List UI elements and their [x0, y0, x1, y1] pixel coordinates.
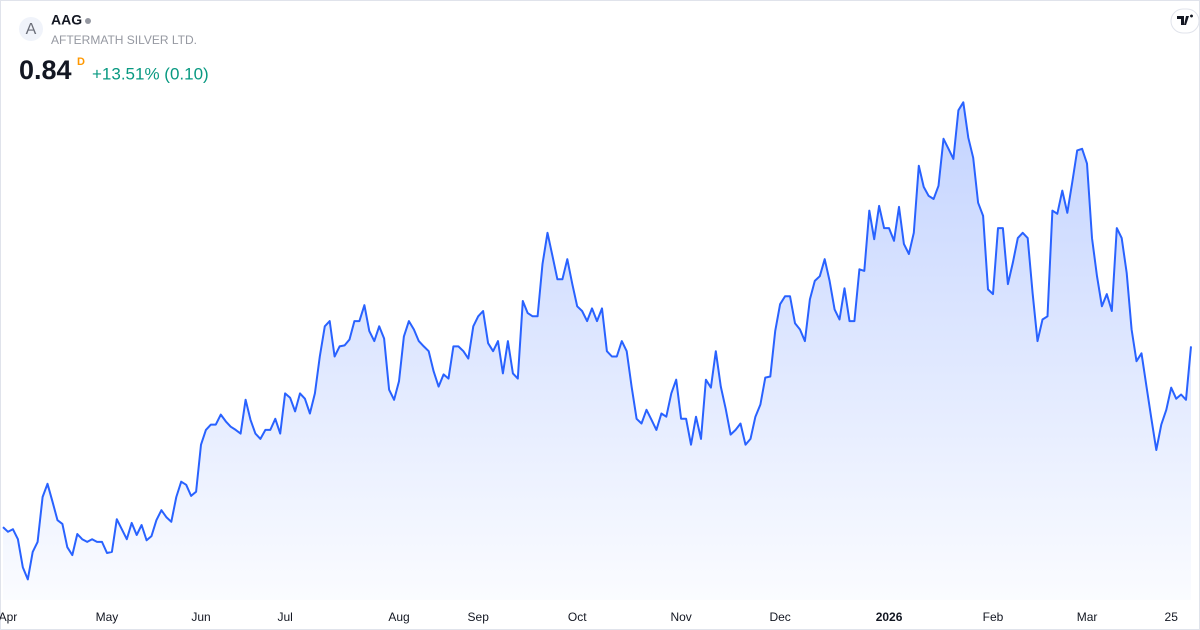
logo [19, 17, 43, 41]
x-tick-label: Oct [568, 610, 587, 624]
x-tick-label: Jun [191, 610, 210, 624]
symbol: AAG [51, 12, 82, 28]
interval: D [77, 56, 85, 68]
price: 0.84 [19, 55, 72, 85]
x-tick-label: Feb [983, 610, 1004, 624]
logo-letter: A [26, 21, 37, 38]
x-tick-label: May [96, 610, 119, 624]
plot [2, 101, 1192, 601]
x-tick-label: Jul [277, 610, 292, 624]
x-tick-label: 2026 [876, 610, 903, 624]
area-fill [3, 102, 1191, 601]
price-line [2, 101, 1192, 581]
x-tick-label: Nov [670, 610, 691, 624]
status-dot [85, 18, 91, 24]
x-tick-label: Aug [388, 610, 409, 624]
x-tick-label: Mar [1077, 610, 1098, 624]
x-tick-label: Apr [0, 610, 17, 624]
x-tick-label: Dec [769, 610, 790, 624]
tradingview-logo[interactable] [1170, 8, 1200, 34]
x-tick-label: 25 [1165, 610, 1179, 624]
change: +13.51% (0.10) [92, 64, 209, 83]
x-tick-label: Sep [468, 610, 490, 624]
company-name: AFTERMATH SILVER LTD. [51, 33, 197, 47]
